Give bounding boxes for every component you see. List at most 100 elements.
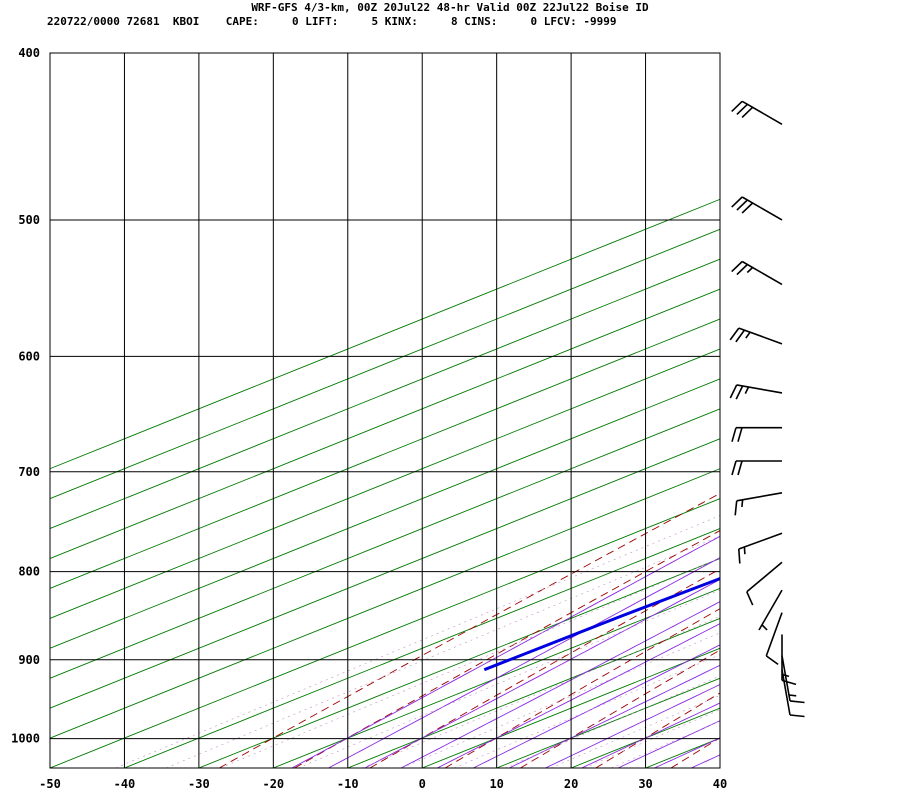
barb-feather (731, 196, 743, 208)
wind-barb (781, 655, 805, 704)
y-tick-label: 1000 (11, 732, 40, 746)
mixing-ratio-line (504, 675, 720, 768)
y-tick-label: 600 (18, 349, 40, 363)
mixing-ratio-line (220, 557, 720, 768)
y-tick-label: 800 (18, 565, 40, 579)
barb-staff (765, 612, 783, 657)
barb-half-feather (788, 694, 797, 697)
x-tick-label: -30 (188, 777, 210, 791)
barb-staff (781, 669, 791, 716)
wind-barb (734, 492, 783, 516)
barb-staff (758, 589, 783, 631)
moist-adiabat-line (473, 644, 720, 768)
barb-staff (736, 492, 783, 502)
barb-feather (735, 329, 746, 343)
barb-half-feather (761, 624, 768, 631)
isotherm-line (50, 318, 720, 589)
wind-barb (781, 669, 805, 718)
chart-title: WRF-GFS 4/3-km, 00Z 20Jul22 48-hr Valid … (251, 1, 649, 14)
isotherm-line (50, 288, 720, 559)
isotherm-line (347, 617, 720, 768)
moist-adiabat-line (691, 754, 720, 768)
isotherm-line (198, 557, 720, 768)
y-tick-label: 900 (18, 653, 40, 667)
x-tick-label: -10 (337, 777, 359, 791)
y-axis-ticks: 400 500 600 700 800 900 1000 (11, 46, 40, 746)
barb-feather (741, 106, 754, 118)
plot-frame (49, 52, 721, 769)
barb-staff (738, 532, 783, 550)
wind-barb (731, 196, 783, 221)
sounding-stats: 220722/0000 72681 KBOI CAPE: 0 LIFT: 5 K… (47, 15, 617, 28)
barb-half-feather (746, 266, 754, 274)
x-tick-label: 20 (564, 777, 578, 791)
y-tick-label: 500 (18, 213, 40, 227)
moist-adiabat-line (291, 535, 720, 768)
barb-feather (737, 460, 743, 476)
barb-feather (736, 103, 748, 115)
barb-feather (737, 427, 743, 442)
moist-adiabat-line (364, 578, 720, 768)
mixing-ratio-line (166, 535, 720, 768)
dry-adiabat-line (294, 530, 720, 768)
barb-feather (738, 548, 741, 564)
dry-adiabat-line (670, 737, 720, 768)
dry-adiabat-line (520, 649, 720, 768)
isotherm-line (50, 408, 720, 679)
isotherm-line (124, 528, 720, 768)
barb-feather (729, 384, 738, 399)
isotherm-line (50, 258, 720, 530)
dry-adiabat-line (369, 568, 720, 768)
isotherm-line (719, 767, 720, 768)
mixing-ratio-line (584, 709, 720, 768)
moist-adiabat-line (509, 664, 720, 768)
moist-adiabat-line (545, 683, 720, 768)
barb-feather (789, 714, 805, 718)
x-tick-label: 10 (489, 777, 503, 791)
isotherm-line (50, 468, 720, 739)
barb-feather (731, 460, 737, 476)
moist-adiabat-line (617, 720, 720, 768)
barb-staff (736, 384, 783, 394)
barb-staff (781, 655, 791, 702)
wind-barb (765, 612, 783, 666)
isotherm-line (50, 348, 720, 619)
moist-adiabat-line (654, 737, 720, 768)
wind-barb (738, 532, 783, 564)
wind-barb (781, 634, 797, 686)
barb-half-feather (745, 331, 751, 339)
mixing-ratio-line (550, 695, 720, 768)
wind-barb (731, 260, 783, 286)
mixing-ratio-line (453, 654, 720, 768)
dry-adiabat-line (822, 53, 900, 768)
wind-barb (731, 426, 783, 442)
barb-feather (731, 100, 743, 112)
x-tick-label: 0 (419, 777, 426, 791)
isotherm-line (50, 198, 720, 470)
y-tick-label: 700 (18, 465, 40, 479)
temperature-profile (819, 124, 900, 669)
x-tick-label: -50 (39, 777, 61, 791)
x-tick-label: 30 (638, 777, 652, 791)
barb-staff (741, 100, 783, 126)
wind-barbs (729, 100, 805, 718)
barb-feather (736, 263, 748, 276)
moist-adiabat-line (328, 557, 720, 768)
x-tick-label: 40 (713, 777, 727, 791)
x-tick-label: -20 (262, 777, 284, 791)
barb-feather (731, 427, 737, 442)
barb-feather (746, 591, 754, 606)
barb-half-feather (743, 546, 746, 555)
barb-staff (741, 196, 783, 221)
mixing-ratio-line (611, 720, 720, 768)
barb-staff (741, 260, 783, 286)
wind-barb (731, 100, 783, 126)
wind-barb (731, 460, 783, 476)
moist-adiabat-line (436, 623, 720, 768)
barb-feather (735, 385, 744, 400)
profiles (483, 124, 900, 672)
wind-barb (729, 327, 783, 345)
background-lines (50, 53, 900, 768)
barb-feather (731, 260, 743, 273)
